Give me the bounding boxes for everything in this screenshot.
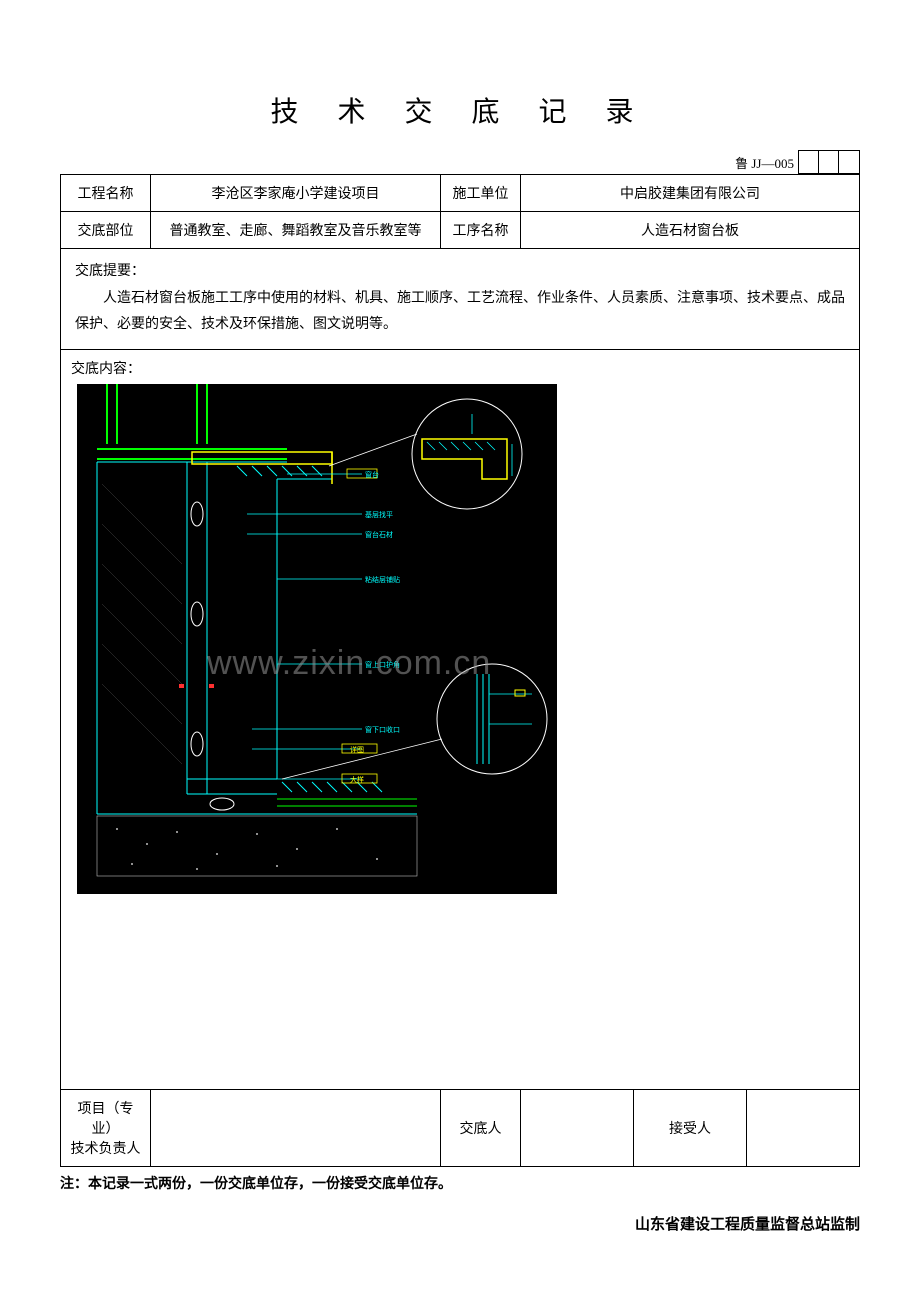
doc-code-boxes <box>798 150 860 174</box>
cad-ann-5: 窗上口护角 <box>365 660 400 670</box>
content-row: 交底内容： <box>61 349 860 1089</box>
construction-unit-value: 中启胶建集团有限公司 <box>521 175 860 212</box>
doc-code-row: 鲁 JJ—005 <box>60 150 860 174</box>
code-box <box>819 151 839 173</box>
cad-ann-4: 粘结层铺贴 <box>365 575 400 585</box>
construction-unit-label: 施工单位 <box>441 175 521 212</box>
cad-ann-1: 窗台 <box>365 470 379 480</box>
content-label: 交底内容： <box>71 358 849 378</box>
discloser-label: 交底人 <box>441 1089 521 1166</box>
footer-row: 项目（专业） 技术负责人 交底人 接受人 <box>61 1089 860 1166</box>
tech-lead-line1: 项目（专业） <box>78 1102 134 1137</box>
process-name-value: 人造石材窗台板 <box>521 212 860 249</box>
summary-row: 交底提要： 人造石材窗台板施工工序中使用的材料、机具、施工顺序、工艺流程、作业条… <box>61 249 860 350</box>
disclose-part-value: 普通教室、走廊、舞蹈教室及音乐教室等 <box>151 212 441 249</box>
summary-body: 人造石材窗台板施工工序中使用的材料、机具、施工顺序、工艺流程、作业条件、人员素质… <box>75 286 845 339</box>
doc-code-label: 鲁 JJ—005 <box>735 153 794 172</box>
cad-ann-7: 详图 <box>350 745 364 755</box>
cad-ann-2: 基层找平 <box>365 510 393 520</box>
cad-ann-6: 窗下口收口 <box>365 725 400 735</box>
summary-cell: 交底提要： 人造石材窗台板施工工序中使用的材料、机具、施工顺序、工艺流程、作业条… <box>61 249 860 350</box>
stamp: 山东省建设工程质量监督总站监制 <box>60 1213 860 1234</box>
cad-drawing: 窗台 基层找平 窗台石材 粘结层铺贴 窗上口护角 窗下口收口 详图 大样 www… <box>77 384 557 894</box>
process-name-label: 工序名称 <box>441 212 521 249</box>
cad-ann-3: 窗台石材 <box>365 530 393 540</box>
header-row-2: 交底部位 普通教室、走廊、舞蹈教室及音乐教室等 工序名称 人造石材窗台板 <box>61 212 860 249</box>
discloser-value <box>521 1089 634 1166</box>
content-cell: 交底内容： <box>61 349 860 1089</box>
receiver-label: 接受人 <box>634 1089 747 1166</box>
disclose-part-label: 交底部位 <box>61 212 151 249</box>
cad-svg <box>77 384 557 894</box>
cad-ann-8: 大样 <box>350 775 364 785</box>
header-row-1: 工程名称 李沧区李家庵小学建设项目 施工单位 中启胶建集团有限公司 <box>61 175 860 212</box>
project-name-label: 工程名称 <box>61 175 151 212</box>
tech-lead-label: 项目（专业） 技术负责人 <box>61 1089 151 1166</box>
receiver-value <box>747 1089 860 1166</box>
tech-lead-value <box>151 1089 441 1166</box>
summary-label: 交底提要： <box>75 264 145 279</box>
code-box <box>799 151 819 173</box>
project-name-value: 李沧区李家庵小学建设项目 <box>151 175 441 212</box>
footnote: 注：本记录一式两份，一份交底单位存，一份接受交底单位存。 <box>60 1173 860 1193</box>
main-table: 工程名称 李沧区李家庵小学建设项目 施工单位 中启胶建集团有限公司 交底部位 普… <box>60 174 860 1167</box>
tech-lead-line2: 技术负责人 <box>71 1142 141 1157</box>
page-title: 技 术 交 底 记 录 <box>60 90 860 130</box>
code-box <box>839 151 859 173</box>
